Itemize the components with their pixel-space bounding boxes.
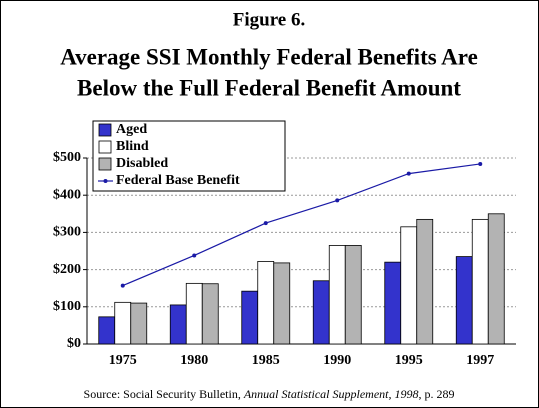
legend-box — [92, 120, 286, 192]
bar — [201, 283, 219, 345]
chart-title: Average SSI Monthly Federal Benefits Are — [60, 44, 478, 69]
bar — [114, 301, 132, 345]
legend-swatch — [98, 157, 112, 171]
line-marker — [263, 221, 268, 226]
bar — [257, 261, 275, 345]
x-tick-label: 1997 — [466, 353, 494, 368]
line-series — [122, 163, 481, 287]
line-marker — [406, 171, 411, 176]
bar — [344, 245, 362, 345]
line-marker — [335, 198, 340, 203]
bar — [400, 226, 418, 345]
legend-label: Aged — [116, 122, 147, 137]
x-tick-label: 1990 — [323, 353, 351, 368]
x-tick-label: 1975 — [109, 353, 137, 368]
bar — [384, 261, 402, 345]
legend-label: Federal Base Benefit — [116, 173, 240, 188]
bar — [185, 282, 203, 345]
bar — [328, 245, 346, 345]
line-marker — [478, 161, 483, 166]
y-tick-label: $0 — [67, 336, 81, 351]
bar — [169, 304, 187, 345]
legend-swatch — [98, 140, 112, 154]
x-tick-label: 1985 — [252, 353, 280, 368]
source-prefix: Source: Social Security Bulletin, — [84, 387, 244, 401]
bar — [98, 316, 116, 345]
y-tick-label: $100 — [53, 299, 81, 314]
line-marker — [192, 253, 197, 258]
bar — [455, 256, 473, 345]
bar — [471, 218, 489, 345]
source-title: Annual Statistical Supplement, 1998 — [243, 387, 419, 401]
y-tick-label: $500 — [53, 150, 81, 165]
y-tick-label: $300 — [53, 225, 81, 240]
legend-swatch — [98, 123, 112, 137]
bar — [487, 213, 505, 345]
x-tick-label: 1995 — [395, 353, 423, 368]
source-note: Source: Social Security Bulletin, Annual… — [84, 387, 455, 401]
line-marker — [120, 283, 125, 288]
figure-label: Figure 6. — [233, 9, 305, 30]
legend-label: Disabled — [116, 156, 168, 171]
legend-swatch — [103, 179, 108, 183]
bar — [273, 262, 291, 345]
y-tick-label: $200 — [53, 262, 81, 277]
x-tick-label: 1980 — [180, 353, 208, 368]
bar — [241, 290, 259, 345]
y-tick-label: $400 — [53, 187, 81, 202]
bar — [130, 302, 148, 345]
legend-label: Blind — [116, 139, 149, 154]
bar — [416, 218, 434, 345]
source-suffix: , p. 289 — [418, 387, 454, 401]
chart-title: Below the Full Federal Benefit Amount — [77, 75, 461, 100]
bar — [312, 280, 330, 345]
